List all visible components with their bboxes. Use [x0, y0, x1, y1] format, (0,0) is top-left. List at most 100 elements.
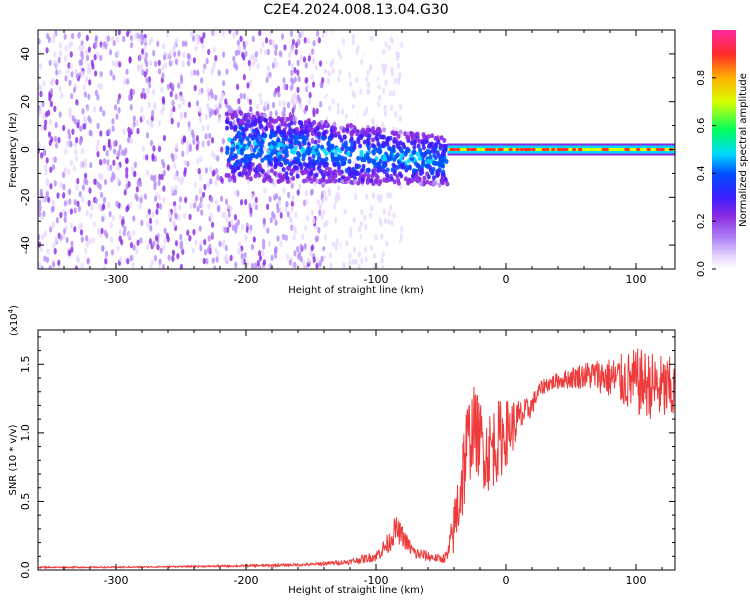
spectrogram-cell [327, 41, 331, 48]
spectrogram-cell [301, 260, 306, 267]
spectrogram-cell [49, 183, 53, 190]
spectrogram-cell [59, 211, 63, 219]
spectrogram-cell [111, 60, 115, 67]
spectrogram-cell [291, 261, 295, 269]
spectrogram-cell [399, 147, 404, 153]
spectrogram-cell [444, 159, 449, 165]
spectrogram-cell [77, 31, 81, 39]
spectrogram-cell [123, 189, 127, 196]
spectrogram-cell [288, 216, 292, 223]
spectrogram-cell [349, 180, 354, 186]
snr-yscale-label: (x104) [7, 305, 20, 336]
spectrogram-cell [406, 158, 411, 164]
spectrogram-cell [277, 172, 282, 178]
spectrogram-cell [348, 252, 352, 260]
spectrogram-cell [323, 221, 327, 228]
spectrogram-cell [170, 186, 175, 194]
spectrogram-cell [296, 189, 300, 196]
spectrogram-cell [425, 163, 430, 169]
spectrogram-cell [254, 154, 259, 160]
spectrogram-cell [112, 173, 116, 181]
spectrogram-cell [272, 213, 276, 220]
spectrogram-cell [261, 178, 266, 184]
spectrogram-cell [253, 173, 258, 179]
spectrogram-cell [311, 57, 316, 65]
spectrogram-cell [157, 119, 161, 127]
spectrogram-cell [206, 181, 211, 188]
spectrogram-cell [282, 187, 286, 194]
spectrogram-cell [356, 155, 361, 161]
spectrogram-cell [349, 100, 353, 107]
spectrogram-cell [385, 124, 389, 131]
spectrogram-cell [93, 178, 97, 185]
spectrogram-cell [186, 229, 190, 236]
spectrogram-cell [174, 153, 178, 160]
spectrogram-cell [63, 200, 67, 207]
spectrogram-cell [116, 98, 120, 105]
spectrogram-cell [193, 202, 197, 209]
spectrogram-xtick-label: -300 [104, 273, 129, 286]
spectrogram-cell [315, 30, 320, 37]
spectrogram-cell [271, 101, 276, 109]
spectrogram-cell [173, 162, 177, 170]
spectrogram-cell [151, 88, 156, 96]
spectrogram-cell [151, 155, 155, 162]
spectrogram-cell [38, 83, 42, 91]
spectrogram-cell [223, 226, 227, 234]
spectrogram-cell [96, 94, 100, 101]
spectrogram-cell [217, 69, 221, 77]
colorbar-tick-label: 0.6 [696, 118, 707, 134]
spectrogram-cell [417, 164, 422, 170]
spectrogram-cell [165, 232, 169, 239]
spectrogram-cell [348, 259, 352, 267]
spectrogram-cell [300, 30, 304, 38]
spectrogram-cell [427, 149, 432, 155]
spectrogram-cell [122, 35, 126, 43]
spectrogram-cell [389, 104, 394, 112]
carrier-peak [508, 148, 513, 151]
spectrogram-cell [90, 204, 94, 211]
spectrogram-cell [266, 48, 270, 56]
spectrogram-cell [53, 180, 57, 187]
spectrogram-cell [355, 48, 359, 56]
spectrogram-cell [354, 163, 359, 169]
spectrogram-cell [413, 132, 418, 138]
spectrogram-cell [300, 148, 305, 154]
spectrogram-cell [159, 247, 163, 254]
spectrogram-cell [73, 226, 77, 233]
spectrogram-cell [394, 153, 399, 159]
spectrogram-cell [244, 116, 249, 122]
spectrogram-cell [256, 260, 260, 267]
spectrogram-cell [353, 127, 358, 133]
spectrogram-cell [115, 200, 119, 207]
spectrogram-cell [70, 32, 75, 40]
spectrogram-cell [156, 202, 160, 209]
spectrogram-cell [283, 83, 287, 91]
carrier-peak [515, 148, 520, 151]
spectrogram-cell [261, 41, 265, 48]
spectrogram-cell [100, 173, 104, 181]
spectrogram-cell [372, 168, 377, 174]
spectrogram-cell [291, 63, 295, 70]
spectrogram-cell [190, 129, 195, 136]
spectrogram-cell [157, 179, 161, 187]
spectrogram-cell [102, 144, 106, 152]
spectrogram-cell [359, 30, 363, 34]
spectrogram-cell [153, 195, 158, 203]
spectrogram-cell [108, 210, 112, 218]
spectrogram-cell [261, 249, 265, 257]
spectrogram-cell [352, 216, 356, 224]
spectrogram-cell [68, 188, 72, 196]
spectrogram-cell [296, 59, 300, 67]
spectrogram-cell [396, 180, 401, 186]
spectrogram-cell [125, 30, 130, 37]
spectrogram-cell [202, 32, 206, 39]
spectrogram-cell [393, 77, 397, 84]
spectrogram-cell [162, 134, 167, 142]
spectrogram-cell [168, 50, 172, 57]
spectrogram-cell [328, 105, 332, 112]
spectrogram-cell [197, 88, 202, 96]
spectrogram-cell [395, 141, 400, 147]
spectrogram-cell [331, 41, 335, 48]
spectrogram-cell [323, 102, 327, 110]
